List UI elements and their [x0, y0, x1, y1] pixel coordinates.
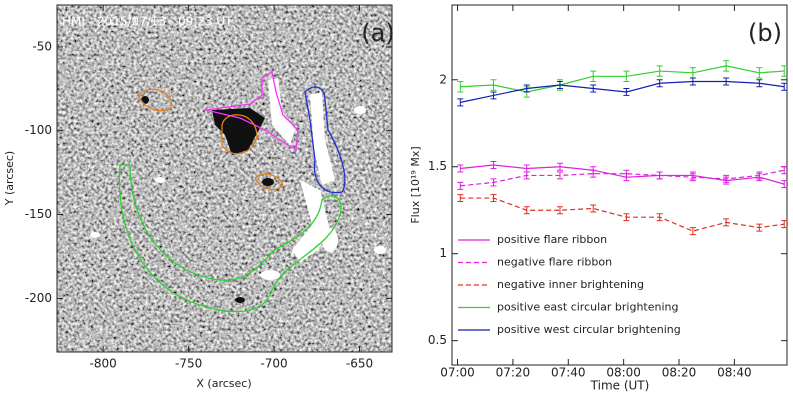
error-bar [781, 166, 788, 175]
error-bar [623, 169, 630, 178]
error-bar [556, 162, 563, 171]
magnetogram [57, 5, 392, 352]
x-tick-label: -700 [260, 357, 287, 371]
x-tick-label: 08:40 [717, 366, 752, 380]
x-tick-label: 07:40 [551, 366, 586, 380]
y-tick-label: 1 [439, 246, 447, 260]
x-tick-label: -800 [90, 357, 117, 371]
x-axis-label: X (arcsec) [196, 377, 251, 390]
plot-frame [451, 4, 788, 366]
legend-label: positive east circular brightening [497, 301, 679, 314]
image-frame [56, 4, 393, 353]
error-bar [623, 213, 630, 222]
error-bar [623, 70, 630, 83]
error-bar [556, 171, 563, 180]
panel-label: (b) [748, 19, 782, 47]
error-bar [756, 171, 763, 180]
error-bar [756, 79, 763, 88]
y-axis-label: Flux [10¹⁹ Mx] [409, 146, 422, 223]
error-bar [490, 79, 497, 91]
legend-label: negative flare ribbon [497, 256, 612, 269]
legend-label: positive flare ribbon [497, 233, 607, 246]
error-bar [556, 81, 563, 89]
x-tick-label: 08:00 [606, 366, 641, 380]
error-bar [656, 171, 663, 180]
error-bar [523, 84, 530, 93]
error-bar [723, 60, 730, 72]
error-bar [590, 84, 597, 93]
series-line [460, 197, 785, 232]
error-bar [689, 227, 696, 236]
image-title: HMI - 2015/07/13 - 09:23 UT [62, 15, 233, 29]
error-bar [723, 218, 730, 227]
contours [118, 70, 346, 313]
series-line [460, 65, 785, 93]
magnetogram-background [57, 5, 392, 352]
x-tick-label: 07:00 [440, 366, 475, 380]
error-bar [523, 206, 530, 215]
series-line [460, 169, 785, 187]
error-bar [490, 91, 497, 100]
error-bar [457, 98, 464, 107]
error-bar [723, 174, 730, 183]
error-bar [490, 161, 497, 169]
legend-label: positive west circular brightening [497, 323, 681, 336]
y-tick-label: -150 [25, 207, 52, 221]
error-bar [689, 77, 696, 86]
y-tick-label: -50 [32, 39, 52, 53]
plage [90, 78, 386, 280]
error-bar [457, 194, 464, 203]
x-tick-label: 07:20 [496, 366, 531, 380]
error-bar [590, 169, 597, 178]
series-line [460, 164, 785, 185]
error-bar [656, 213, 663, 222]
error-bar [490, 194, 497, 203]
error-bar [623, 87, 630, 96]
y-tick-label: -200 [25, 291, 52, 305]
error-bar [656, 65, 663, 77]
y-tick-label: -100 [25, 123, 52, 137]
error-bar [457, 181, 464, 190]
x-tick-label: -650 [346, 357, 373, 371]
panel-label: (a) [361, 19, 394, 47]
error-bar [781, 180, 788, 189]
x-tick-label: -750 [175, 357, 202, 371]
error-bar [723, 77, 730, 86]
x-tick-label: 08:20 [662, 366, 697, 380]
error-bar [656, 79, 663, 88]
x-axis-label: Time (UT) [590, 379, 650, 393]
error-bar [490, 178, 497, 187]
error-bar [756, 223, 763, 232]
error-bar [590, 204, 597, 213]
y-tick-label: 1.5 [428, 159, 447, 173]
error-bar [457, 81, 464, 93]
error-bar [556, 206, 563, 215]
error-bar [457, 164, 464, 173]
error-bar [756, 67, 763, 79]
y-tick-label: 0.5 [428, 333, 447, 347]
error-bar [781, 220, 788, 229]
legend-label: negative inner brightening [497, 278, 644, 291]
error-bar [523, 171, 530, 180]
error-bar [590, 70, 597, 83]
error-bar [781, 82, 788, 91]
series-line [460, 80, 785, 103]
error-bar [781, 65, 788, 77]
y-axis-label: Y (arcsec) [3, 151, 16, 206]
error-bar [689, 173, 696, 182]
y-tick-label: 2 [439, 72, 447, 86]
